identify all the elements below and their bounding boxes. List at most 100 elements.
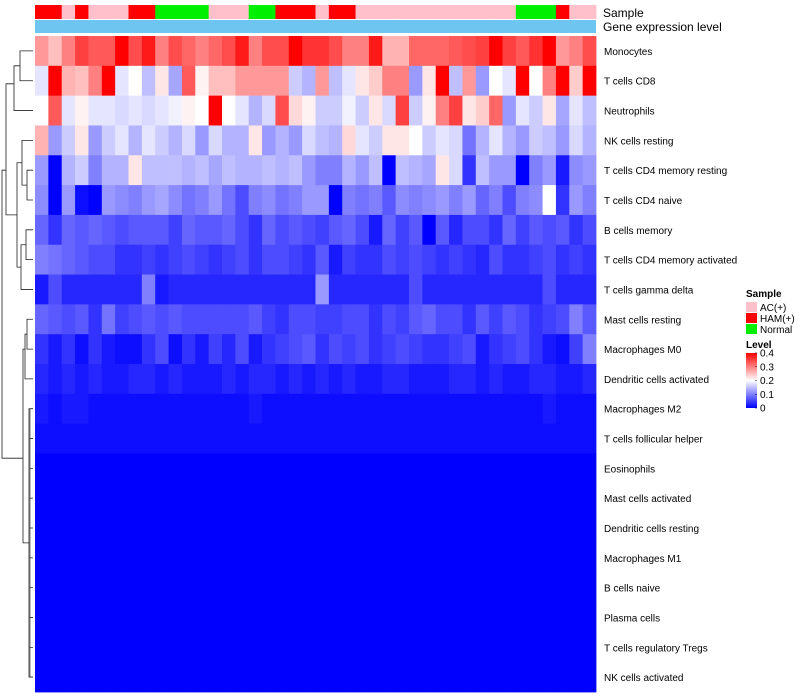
heatmap-cell bbox=[315, 244, 330, 275]
heatmap-cell bbox=[75, 662, 89, 693]
dendrogram-link bbox=[29, 497, 33, 529]
heatmap-cell bbox=[275, 214, 290, 246]
row-label: NK cells resting bbox=[604, 136, 673, 147]
row-labels: Monocytes T cells CD8 Neutrophils NK cells … bbox=[604, 47, 737, 684]
heatmap-cell bbox=[582, 364, 597, 395]
heatmap-cell bbox=[181, 214, 196, 246]
heatmap-cell bbox=[315, 65, 330, 97]
heatmap-cell bbox=[475, 632, 490, 663]
heatmap-cell bbox=[222, 65, 236, 97]
heatmap-cell bbox=[208, 244, 223, 275]
heatmap-cell bbox=[409, 632, 423, 663]
heatmap-cell bbox=[435, 125, 450, 156]
heatmap-cell bbox=[115, 304, 129, 335]
heatmap-cell bbox=[315, 334, 330, 365]
dendrogram-link bbox=[29, 408, 33, 439]
heatmap-cell bbox=[515, 542, 530, 574]
heatmap-cell bbox=[382, 662, 397, 693]
heatmap-cell bbox=[262, 393, 276, 425]
heatmap-cell bbox=[368, 244, 383, 275]
sample-annotation-cell bbox=[435, 5, 450, 19]
heatmap-cell bbox=[355, 364, 370, 395]
heatmap-cell bbox=[141, 214, 156, 246]
heatmap-cell bbox=[515, 423, 530, 454]
sample-annotation-cell bbox=[128, 5, 143, 19]
heatmap-cell bbox=[502, 125, 517, 156]
heatmap-cell bbox=[288, 155, 303, 186]
heatmap-cell bbox=[168, 453, 183, 484]
heatmap-cell bbox=[288, 572, 303, 603]
heatmap-cell bbox=[529, 513, 543, 544]
sample-annotation-cell bbox=[569, 5, 584, 19]
heatmap-cell bbox=[155, 602, 169, 633]
heatmap-cell bbox=[248, 244, 263, 275]
heatmap-cell bbox=[35, 214, 49, 246]
heatmap-cell bbox=[489, 602, 503, 633]
heatmap-cell bbox=[449, 542, 463, 574]
heatmap-cell bbox=[128, 244, 143, 275]
heatmap-cell bbox=[128, 513, 143, 544]
heatmap-cell bbox=[542, 364, 557, 395]
heatmap-cell bbox=[195, 244, 210, 275]
heatmap-cell bbox=[382, 304, 397, 335]
heatmap-cell bbox=[342, 542, 356, 574]
heatmap-cell bbox=[462, 334, 477, 365]
heatmap-cell bbox=[61, 572, 76, 603]
heatmap-cell bbox=[315, 423, 330, 454]
heatmap-cell bbox=[302, 304, 316, 335]
heatmap-cell bbox=[462, 185, 477, 216]
heatmap-cell bbox=[489, 632, 503, 663]
heatmap-cell bbox=[235, 65, 250, 97]
heatmap-cell bbox=[61, 393, 76, 425]
heatmap-cell bbox=[395, 513, 410, 544]
heatmap-cell bbox=[275, 632, 290, 663]
heatmap-cell bbox=[328, 662, 343, 693]
heatmap-cell bbox=[288, 214, 303, 246]
heatmap-cell bbox=[208, 393, 223, 425]
heatmap-cell bbox=[222, 304, 236, 335]
heatmap-cell bbox=[88, 364, 103, 395]
heatmap-cell bbox=[141, 304, 156, 335]
heatmap-cell bbox=[275, 155, 290, 186]
heatmap-cell bbox=[235, 423, 250, 454]
heatmap-cell bbox=[168, 364, 183, 395]
heatmap-cell bbox=[235, 513, 250, 544]
heatmap-cell bbox=[208, 95, 223, 126]
heatmap-cell bbox=[315, 632, 330, 663]
heatmap-cell bbox=[288, 125, 303, 156]
heatmap-cell bbox=[181, 274, 196, 305]
sample-annotation-cell bbox=[168, 5, 183, 19]
heatmap-cell bbox=[88, 185, 103, 216]
heatmap-cell bbox=[569, 244, 584, 275]
dendrogram-link bbox=[29, 587, 33, 618]
heatmap-cell bbox=[422, 393, 437, 425]
heatmap-cell bbox=[342, 483, 356, 514]
dendrogram-link bbox=[13, 65, 33, 111]
heatmap-cell bbox=[115, 393, 129, 425]
heatmap-cell bbox=[542, 95, 557, 126]
heatmap-cell bbox=[342, 244, 356, 275]
heatmap-cell bbox=[582, 483, 597, 514]
heatmap-cell bbox=[141, 125, 156, 156]
heatmap-cell bbox=[542, 393, 557, 425]
row-dendrogram bbox=[1, 50, 33, 678]
heatmap-cell bbox=[195, 334, 210, 365]
heatmap-cell bbox=[288, 483, 303, 514]
heatmap-cell bbox=[529, 423, 543, 454]
heatmap-cell bbox=[409, 125, 423, 156]
level-colorbar bbox=[746, 353, 757, 408]
heatmap-cell bbox=[75, 334, 89, 365]
heatmap-cell bbox=[155, 662, 169, 693]
sample-annotation-cell bbox=[195, 5, 210, 19]
heatmap-cell bbox=[395, 453, 410, 484]
heatmap-cell bbox=[181, 36, 196, 67]
heatmap-cell bbox=[155, 513, 169, 544]
dendrogram-link bbox=[29, 468, 33, 499]
heatmap-cell bbox=[248, 65, 263, 97]
heatmap-cell bbox=[115, 423, 129, 454]
sample-annotation-cell bbox=[208, 5, 223, 19]
heatmap-cell bbox=[115, 602, 129, 633]
heatmap-cell bbox=[248, 364, 263, 395]
sample-annotation-cell bbox=[222, 5, 236, 19]
heatmap-cell bbox=[475, 364, 490, 395]
